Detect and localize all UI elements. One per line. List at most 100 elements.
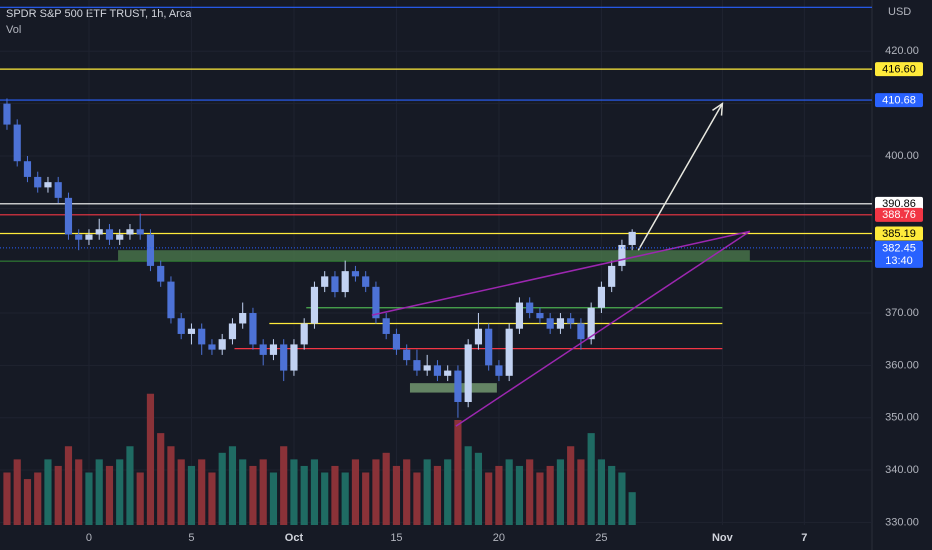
candle-body — [187, 328, 196, 334]
volume-bar — [167, 446, 175, 525]
candle-body — [280, 344, 288, 371]
y-tick-label: 370.00 — [885, 307, 919, 319]
volume-bar — [464, 446, 472, 525]
trendline — [455, 230, 751, 427]
candle-body — [413, 360, 421, 371]
volume-bar — [403, 459, 411, 525]
volume-bar — [269, 472, 278, 525]
candle-body — [618, 244, 626, 266]
candle-body — [505, 328, 513, 376]
volume-bar — [300, 465, 308, 525]
candle-body — [167, 281, 175, 319]
candle-body — [515, 302, 524, 329]
candle-body — [34, 176, 42, 188]
candle-body — [341, 271, 349, 293]
volume-bar — [208, 472, 216, 525]
candle-body — [474, 328, 483, 345]
currency-label: USD — [888, 6, 911, 18]
candle-body — [208, 344, 216, 350]
level-label: 416.60 — [882, 63, 916, 75]
volume-bar — [290, 459, 298, 525]
volume-bar — [485, 472, 493, 525]
level-label: 390.86 — [882, 198, 916, 210]
candle-body — [536, 313, 544, 319]
volume-bar — [146, 393, 155, 525]
volume-bar — [321, 472, 329, 525]
volume-bar — [423, 459, 431, 525]
candle-body — [239, 313, 247, 324]
volume-bar — [54, 465, 62, 525]
volume-bar — [433, 465, 442, 525]
arrow-head — [712, 102, 724, 116]
volume-bar — [392, 465, 401, 525]
candle-body — [310, 286, 319, 324]
x-tick-label: 20 — [493, 532, 505, 544]
candle-body — [444, 370, 452, 376]
volume-bar — [310, 459, 319, 525]
volume-bar — [567, 446, 575, 525]
candle-body — [608, 265, 616, 287]
volume-bar — [546, 465, 554, 525]
candle-body — [177, 318, 185, 334]
countdown-label: 13:40 — [885, 255, 913, 267]
level-tag — [875, 196, 923, 211]
candle-body — [198, 328, 206, 345]
candle-body — [362, 276, 370, 287]
volume-bar — [618, 472, 626, 525]
candle-body — [157, 265, 165, 282]
candle-body — [392, 333, 401, 350]
x-tick-label: 25 — [595, 532, 607, 544]
chart-title: SPDR S&P 500 ETF TRUST, 1h, Arca — [6, 8, 192, 20]
volume-bar — [444, 459, 452, 525]
volume-bar — [177, 459, 185, 525]
candle-body — [331, 276, 339, 293]
volume-bar — [495, 465, 503, 525]
volume-bar — [116, 459, 124, 525]
y-tick-label: 340.00 — [885, 464, 919, 476]
candle-body — [300, 323, 308, 345]
candle-body — [146, 234, 155, 266]
volume-bar — [556, 459, 565, 525]
candle-body — [577, 323, 585, 340]
candle-body — [587, 307, 595, 340]
candle-body — [526, 302, 534, 314]
volume-bar — [372, 459, 380, 525]
candle-body — [464, 344, 472, 402]
candle-body — [269, 344, 278, 355]
trendline — [637, 103, 724, 251]
y-tick-label: 400.00 — [885, 150, 919, 162]
candle-body — [290, 344, 298, 371]
candle-body — [628, 231, 636, 245]
volume-bar — [474, 452, 483, 525]
volume-bar — [362, 472, 370, 525]
x-tick-label: 0 — [86, 532, 92, 544]
volume-bar — [218, 452, 226, 525]
volume-bar — [577, 459, 585, 525]
volume-bar — [44, 459, 52, 525]
y-tick-label: 420.00 — [885, 45, 919, 57]
y-tick-label: 350.00 — [885, 412, 919, 424]
candle-body — [3, 103, 11, 125]
volume-bar — [75, 459, 83, 525]
candle-body — [433, 365, 442, 376]
candle-body — [126, 229, 134, 235]
volume-bar — [280, 446, 288, 525]
candle-body — [321, 276, 329, 287]
volume-bar — [34, 472, 42, 525]
candle-body — [95, 229, 103, 235]
candle-body — [218, 339, 226, 350]
x-tick-label: 5 — [188, 532, 194, 544]
candle-body — [259, 344, 267, 355]
volume-bar — [136, 472, 144, 525]
candle-body — [116, 234, 124, 240]
candle-body — [23, 161, 32, 177]
volume-bar — [536, 472, 544, 525]
volume-bar — [13, 459, 21, 525]
volume-bar — [413, 472, 421, 525]
volume-bar — [351, 459, 360, 525]
volume-bar — [505, 459, 513, 525]
y-tick-label: 360.00 — [885, 359, 919, 371]
volume-bar — [85, 472, 93, 525]
candle-body — [228, 323, 237, 340]
